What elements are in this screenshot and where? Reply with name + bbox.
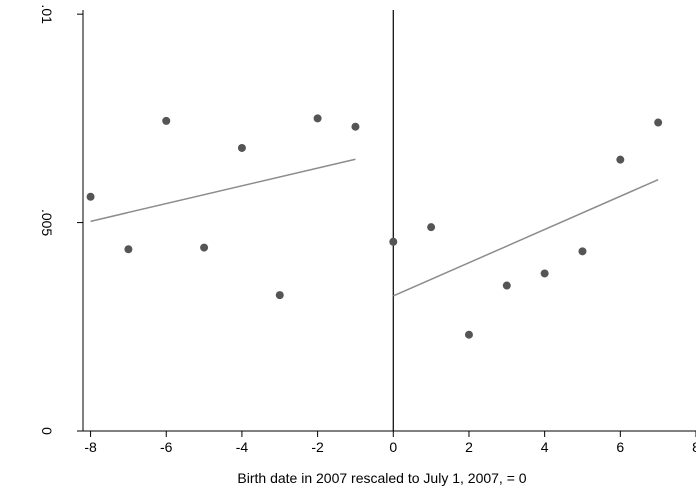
x-tick-label: 6: [616, 439, 624, 455]
data-point: [616, 155, 625, 164]
data-points: [86, 114, 663, 339]
plot-frame: [82, 10, 696, 432]
x-tick-label: 8: [692, 439, 696, 455]
x-tick-label: -2: [311, 439, 324, 455]
data-point: [162, 116, 171, 125]
x-tick-label: 0: [389, 439, 397, 455]
y-tick-label: .005: [39, 209, 55, 236]
y-axis: 0 .005 .01: [39, 4, 83, 435]
data-point: [351, 122, 360, 131]
x-axis-title: Birth date in 2007 rescaled to July 1, 2…: [237, 470, 526, 486]
y-tick-label: 0: [39, 427, 55, 435]
data-point: [502, 281, 511, 290]
data-point: [540, 269, 549, 278]
x-tick-label: -4: [236, 439, 249, 455]
fit-line-left: [90, 158, 356, 223]
fit-lines: [90, 158, 659, 297]
x-tick-label: 2: [465, 439, 473, 455]
fit-line-right: [392, 178, 659, 297]
data-point: [654, 118, 663, 127]
data-point: [313, 114, 322, 123]
data-point: [578, 247, 587, 256]
data-point: [427, 223, 436, 232]
data-point: [275, 291, 284, 300]
data-point: [389, 237, 398, 246]
data-point: [200, 243, 209, 252]
data-point: [464, 330, 473, 339]
x-axis: -8 -6 -4 -2 0 2 4 6 8: [84, 431, 696, 455]
y-tick-label: .01: [39, 4, 55, 24]
x-tick-label: 4: [541, 439, 549, 455]
data-point: [124, 245, 133, 254]
x-tick-label: -8: [84, 439, 97, 455]
data-point: [237, 143, 246, 152]
data-point: [86, 192, 95, 201]
x-tick-label: -6: [160, 439, 173, 455]
